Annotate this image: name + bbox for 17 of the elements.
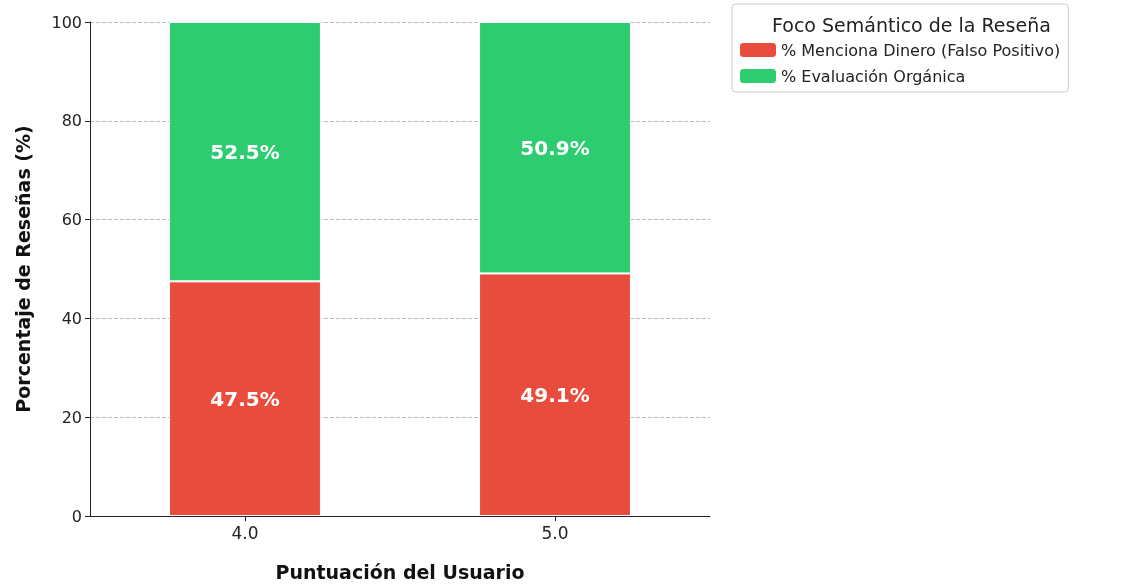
x-axis-title: Puntuación del Usuario [275,560,525,583]
data-label: 47.5% [210,386,280,411]
legend-title: Foco Semántico de la Reseña [772,13,1051,36]
y-tick-label: 80 [61,111,82,131]
y-tick-label: 0 [71,506,82,526]
y-tick-label: 20 [61,407,82,427]
data-label: 52.5% [210,139,280,164]
y-tick-label: 100 [51,12,82,32]
x-tick-label: 4.0 [231,522,259,543]
data-label: 50.9% [520,135,590,160]
x-tick-label: 5.0 [541,522,569,543]
y-tick-label: 40 [61,308,82,328]
y-tick-label: 60 [61,210,82,230]
legend-label: % Evaluación Orgánica [781,66,966,86]
legend-label: % Menciona Dinero (Falso Positivo) [781,40,1061,60]
y-axis-title: Porcentaje de Reseñas (%) [11,125,34,413]
data-label: 49.1% [520,382,590,407]
